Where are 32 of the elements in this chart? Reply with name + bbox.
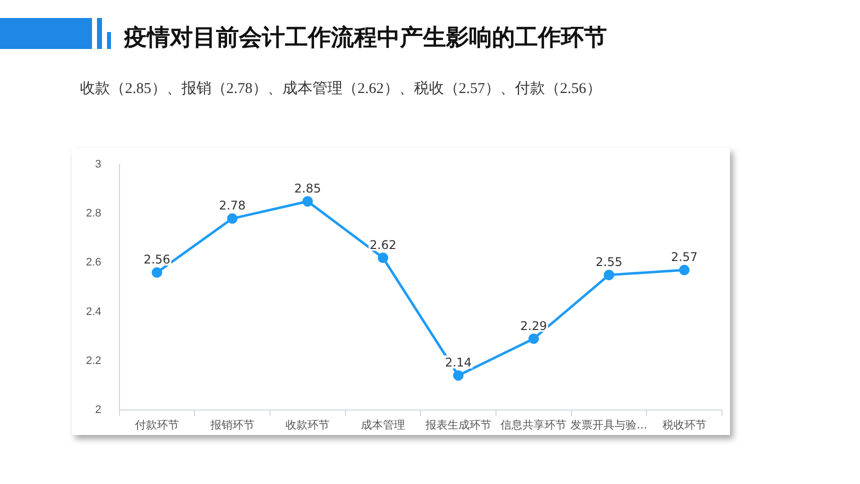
x-tick-label: 付款环节	[134, 418, 179, 432]
point	[152, 267, 162, 278]
x-tick-label: 成本管理	[360, 418, 405, 432]
chart-subtitle: 收款（2.85）、报销（2.78）、成本管理（2.62）、税收（2.57）、付款（2.56）	[80, 80, 602, 98]
x-tick-label: 报销环节	[209, 418, 254, 432]
point	[679, 264, 690, 276]
data-label: 2.85	[294, 182, 321, 196]
x-tick-label: 收款环节	[286, 418, 330, 432]
data-label: 2.57	[670, 250, 698, 264]
data-label: 2.14	[444, 356, 472, 370]
data-label: 2.78	[218, 198, 246, 213]
data-label: 2.29	[520, 318, 548, 333]
x-tick-label: 报表生成环节	[424, 418, 492, 432]
y-tick-label: 2	[95, 404, 102, 416]
point	[378, 252, 388, 264]
y-tick-label: 2.6	[86, 256, 102, 269]
x-tick-label: 信息共享环节	[500, 418, 567, 432]
x-tick-label: 发票开具与验...	[570, 418, 648, 432]
y-tick-label: 2.2	[86, 354, 102, 367]
data-label: 2.56	[144, 252, 170, 267]
chart-title: 疫情对目前会计工作流程中产生影响的工作环节	[124, 24, 607, 53]
point	[227, 213, 238, 224]
point	[604, 270, 614, 280]
data-label: 2.55	[596, 255, 622, 270]
y-tick-label: 3	[95, 158, 102, 171]
point	[302, 196, 313, 207]
y-tick-label: 2.8	[86, 208, 102, 220]
point	[528, 333, 539, 344]
x-tick-label: 税收环节	[662, 418, 706, 432]
point	[453, 370, 464, 381]
y-tick-label: 2.4	[86, 306, 102, 318]
data-label: 2.62	[370, 238, 396, 252]
